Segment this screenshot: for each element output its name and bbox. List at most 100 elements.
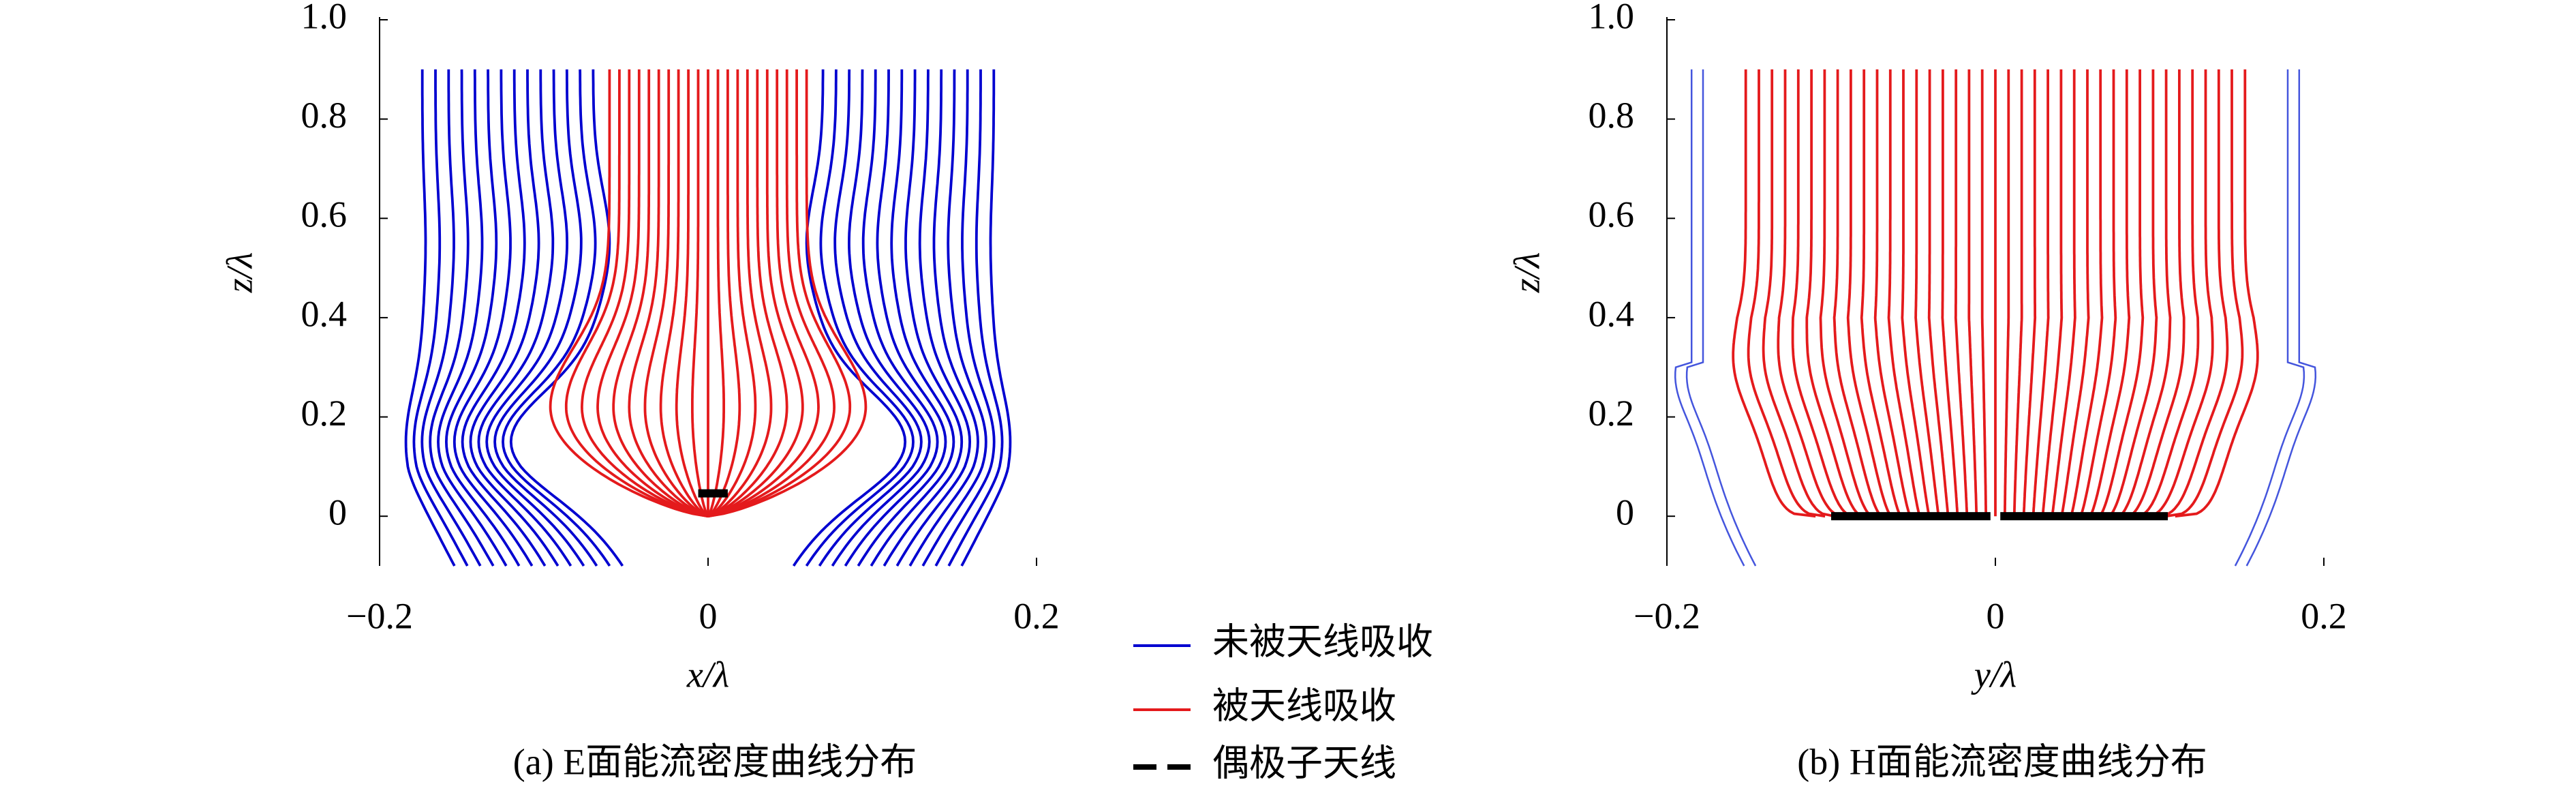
streamline <box>509 69 624 567</box>
x-tick-label: 0.2 <box>2301 595 2347 636</box>
streamline <box>564 69 709 518</box>
streamline <box>1887 69 1921 517</box>
y-tick-label: 0.8 <box>1589 95 1635 136</box>
y-tick-label: 0.8 <box>301 95 348 136</box>
streamline <box>844 69 939 567</box>
streamline <box>921 69 987 567</box>
streamline <box>1873 69 1912 517</box>
streamline <box>2089 69 2131 517</box>
streamline <box>857 69 947 567</box>
x-tick-label: 0.2 <box>1013 595 1060 636</box>
streamline <box>1732 69 1816 518</box>
streamline <box>453 69 534 567</box>
y-tick-label: 0.2 <box>301 393 348 434</box>
streamline <box>947 69 1004 567</box>
streamline <box>2127 69 2186 517</box>
streamline <box>2060 69 2090 517</box>
streamline <box>707 69 804 518</box>
streamline <box>429 69 495 567</box>
y-axis-label: z/λ <box>219 252 260 293</box>
y-tick-label: 0.6 <box>1589 194 1635 235</box>
streamline <box>934 69 996 567</box>
streamline <box>691 69 709 517</box>
streamline <box>643 69 709 517</box>
streamline <box>707 69 820 518</box>
streamline <box>612 69 709 518</box>
streamline <box>580 69 709 518</box>
streamline <box>2079 69 2117 517</box>
streamline <box>404 69 456 567</box>
legend-label: 偶极子天线 <box>1212 742 1396 783</box>
streamline <box>1980 69 1987 517</box>
streamline <box>2051 69 2076 517</box>
x-tick-label: 0 <box>1987 595 2005 636</box>
streamline <box>2031 69 2050 517</box>
streamline <box>437 69 508 567</box>
streamline <box>549 69 709 518</box>
streamline <box>2070 69 2104 517</box>
streamline <box>707 69 836 518</box>
x-tick-label: −0.2 <box>346 595 413 636</box>
streamline <box>960 69 1012 567</box>
streamline <box>707 69 741 517</box>
streamline <box>485 69 585 567</box>
streamline <box>2175 69 2259 518</box>
streamline <box>831 69 931 567</box>
streamline <box>2245 69 2317 567</box>
caption: (b) H面能流密度曲线分布 <box>1797 741 2207 782</box>
streamline <box>1747 69 1826 518</box>
streamline <box>420 69 482 567</box>
streamline <box>2108 69 2158 517</box>
streamline <box>2098 69 2145 517</box>
x-tick-label: −0.2 <box>1634 595 1700 636</box>
streamline <box>2136 69 2200 517</box>
streamline <box>805 69 915 567</box>
streamline <box>707 69 788 518</box>
streamline <box>2004 69 2010 517</box>
streamline <box>2012 69 2023 517</box>
streamline <box>908 69 979 567</box>
streamline <box>628 69 709 518</box>
streamline <box>1901 69 1931 517</box>
legend-label: 未被天线吸收 <box>1212 621 1433 662</box>
streamline <box>444 69 521 567</box>
streamline <box>792 69 907 567</box>
legend-label: 被天线吸收 <box>1212 685 1396 726</box>
streamline <box>1685 69 1757 567</box>
streamline <box>502 69 611 567</box>
y-tick-label: 0.4 <box>301 293 348 334</box>
streamline <box>1777 69 1845 518</box>
streamline <box>1954 69 1969 517</box>
streamline <box>493 69 598 567</box>
streamline <box>1914 69 1940 517</box>
y-tick-label: 0.2 <box>1589 393 1635 434</box>
streamline <box>477 69 572 567</box>
streamline <box>895 69 972 567</box>
x-axis-label: x/λ <box>686 654 729 695</box>
x-axis-label: y/λ <box>1971 654 2017 695</box>
streamline <box>707 69 773 517</box>
streamline <box>818 69 923 567</box>
streamline <box>1791 69 1854 517</box>
streamline <box>469 69 559 567</box>
caption: (a) E面能流密度曲线分布 <box>513 741 917 782</box>
streamline <box>1846 69 1892 517</box>
y-tick-label: 1.0 <box>301 0 348 36</box>
streamline <box>707 69 852 518</box>
streamline <box>1860 69 1902 517</box>
streamline <box>596 69 709 518</box>
streamline <box>1967 69 1978 517</box>
streamline <box>2041 69 2064 517</box>
streamline <box>1941 69 1959 517</box>
streamline <box>870 69 955 567</box>
streamline <box>1927 69 1950 517</box>
streamline <box>1819 69 1873 517</box>
y-tick-label: 1.0 <box>1589 0 1635 36</box>
streamline <box>2022 69 2037 517</box>
streamline <box>461 69 547 567</box>
streamline <box>2146 69 2214 518</box>
streamline <box>883 69 964 567</box>
streamline <box>1805 69 1864 517</box>
